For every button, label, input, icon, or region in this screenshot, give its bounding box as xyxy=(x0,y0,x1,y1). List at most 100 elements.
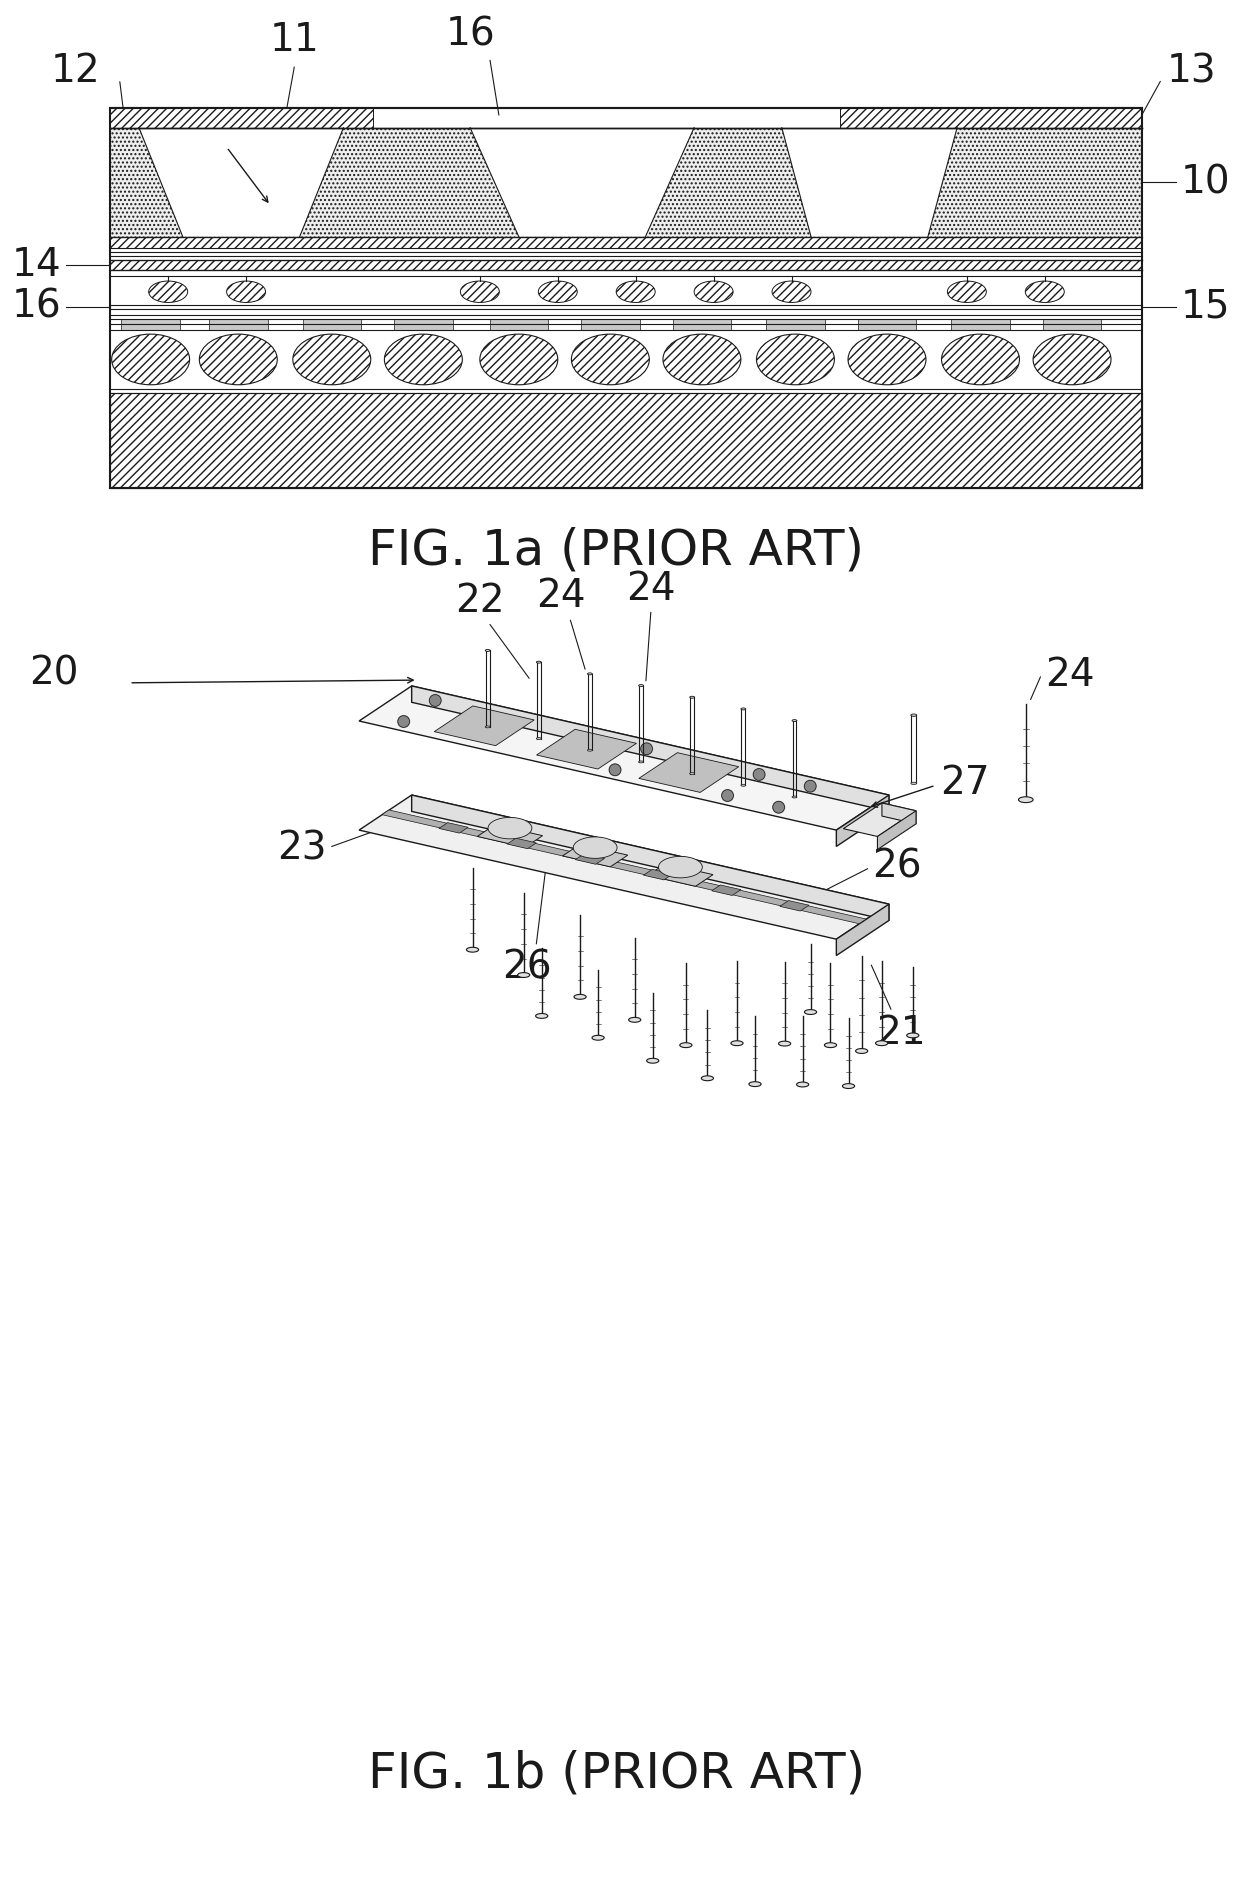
Ellipse shape xyxy=(911,714,916,716)
Ellipse shape xyxy=(842,1083,854,1088)
Ellipse shape xyxy=(616,280,655,303)
Text: 10: 10 xyxy=(1182,163,1231,201)
Polygon shape xyxy=(382,810,867,924)
Ellipse shape xyxy=(702,1075,713,1081)
Ellipse shape xyxy=(1025,280,1064,303)
Ellipse shape xyxy=(947,280,986,303)
Text: 13: 13 xyxy=(1167,53,1216,91)
Ellipse shape xyxy=(485,649,490,651)
Bar xyxy=(109,276,1142,305)
Bar xyxy=(109,108,373,127)
Ellipse shape xyxy=(749,1081,761,1087)
Bar xyxy=(109,127,1142,237)
Bar xyxy=(673,318,732,329)
Text: 22: 22 xyxy=(455,581,505,619)
Text: 27: 27 xyxy=(941,765,991,803)
Bar xyxy=(303,318,361,329)
Polygon shape xyxy=(647,863,713,886)
Text: FIG. 1a (PRIOR ART): FIG. 1a (PRIOR ART) xyxy=(368,526,864,575)
Bar xyxy=(858,318,916,329)
Text: 21: 21 xyxy=(875,1015,925,1053)
Circle shape xyxy=(753,769,765,780)
Ellipse shape xyxy=(730,1041,743,1045)
Ellipse shape xyxy=(538,280,578,303)
Ellipse shape xyxy=(848,335,926,384)
Ellipse shape xyxy=(573,837,618,858)
Ellipse shape xyxy=(517,973,529,977)
Ellipse shape xyxy=(384,335,463,384)
Ellipse shape xyxy=(489,818,532,839)
Polygon shape xyxy=(360,685,889,831)
Text: 16: 16 xyxy=(11,288,61,326)
Ellipse shape xyxy=(911,782,916,784)
Polygon shape xyxy=(639,753,739,793)
Polygon shape xyxy=(139,127,343,237)
Ellipse shape xyxy=(875,1041,888,1045)
Bar xyxy=(766,318,825,329)
Ellipse shape xyxy=(572,335,650,384)
Polygon shape xyxy=(882,803,916,823)
Polygon shape xyxy=(360,795,889,939)
Text: 12: 12 xyxy=(51,53,100,91)
Ellipse shape xyxy=(1018,797,1033,803)
Ellipse shape xyxy=(480,335,558,384)
Ellipse shape xyxy=(574,994,587,1000)
Circle shape xyxy=(805,780,816,791)
Bar xyxy=(109,259,1142,271)
Ellipse shape xyxy=(773,280,811,303)
Polygon shape xyxy=(780,901,808,911)
Text: 20: 20 xyxy=(29,655,78,693)
Ellipse shape xyxy=(779,1041,791,1047)
Polygon shape xyxy=(477,825,543,848)
Ellipse shape xyxy=(1033,335,1111,384)
Ellipse shape xyxy=(689,772,694,774)
Ellipse shape xyxy=(588,750,593,752)
Ellipse shape xyxy=(629,1017,641,1022)
Ellipse shape xyxy=(588,672,593,674)
Polygon shape xyxy=(434,706,534,746)
Ellipse shape xyxy=(536,1013,548,1018)
Ellipse shape xyxy=(537,661,541,663)
Polygon shape xyxy=(712,884,740,895)
Ellipse shape xyxy=(200,335,278,384)
Circle shape xyxy=(609,765,621,776)
Ellipse shape xyxy=(466,946,479,952)
Bar xyxy=(1043,318,1101,329)
Polygon shape xyxy=(843,803,916,837)
Ellipse shape xyxy=(591,1035,604,1039)
Text: 26: 26 xyxy=(873,848,923,886)
Ellipse shape xyxy=(460,280,500,303)
Ellipse shape xyxy=(694,280,733,303)
Circle shape xyxy=(641,742,652,755)
Ellipse shape xyxy=(112,335,190,384)
Bar xyxy=(210,318,268,329)
Ellipse shape xyxy=(689,697,694,699)
Ellipse shape xyxy=(663,335,740,384)
Ellipse shape xyxy=(485,725,490,727)
Ellipse shape xyxy=(740,784,745,786)
Polygon shape xyxy=(507,839,537,848)
Text: 24: 24 xyxy=(1045,657,1095,695)
Ellipse shape xyxy=(906,1034,919,1037)
Ellipse shape xyxy=(792,795,797,799)
Circle shape xyxy=(722,789,733,801)
Ellipse shape xyxy=(756,335,835,384)
Ellipse shape xyxy=(680,1043,692,1047)
Bar xyxy=(951,318,1009,329)
Ellipse shape xyxy=(639,761,644,763)
Text: 26: 26 xyxy=(502,948,552,986)
Polygon shape xyxy=(563,844,627,867)
Polygon shape xyxy=(439,823,469,833)
Polygon shape xyxy=(470,127,694,237)
Ellipse shape xyxy=(740,708,745,710)
Ellipse shape xyxy=(293,335,371,384)
Text: 14: 14 xyxy=(11,246,61,284)
Text: FIG. 1b (PRIOR ART): FIG. 1b (PRIOR ART) xyxy=(367,1749,864,1796)
Circle shape xyxy=(429,695,441,706)
Text: 15: 15 xyxy=(1182,288,1230,326)
Polygon shape xyxy=(412,795,889,920)
Ellipse shape xyxy=(825,1043,837,1047)
Polygon shape xyxy=(412,685,889,812)
Ellipse shape xyxy=(658,856,702,878)
Polygon shape xyxy=(575,854,605,865)
